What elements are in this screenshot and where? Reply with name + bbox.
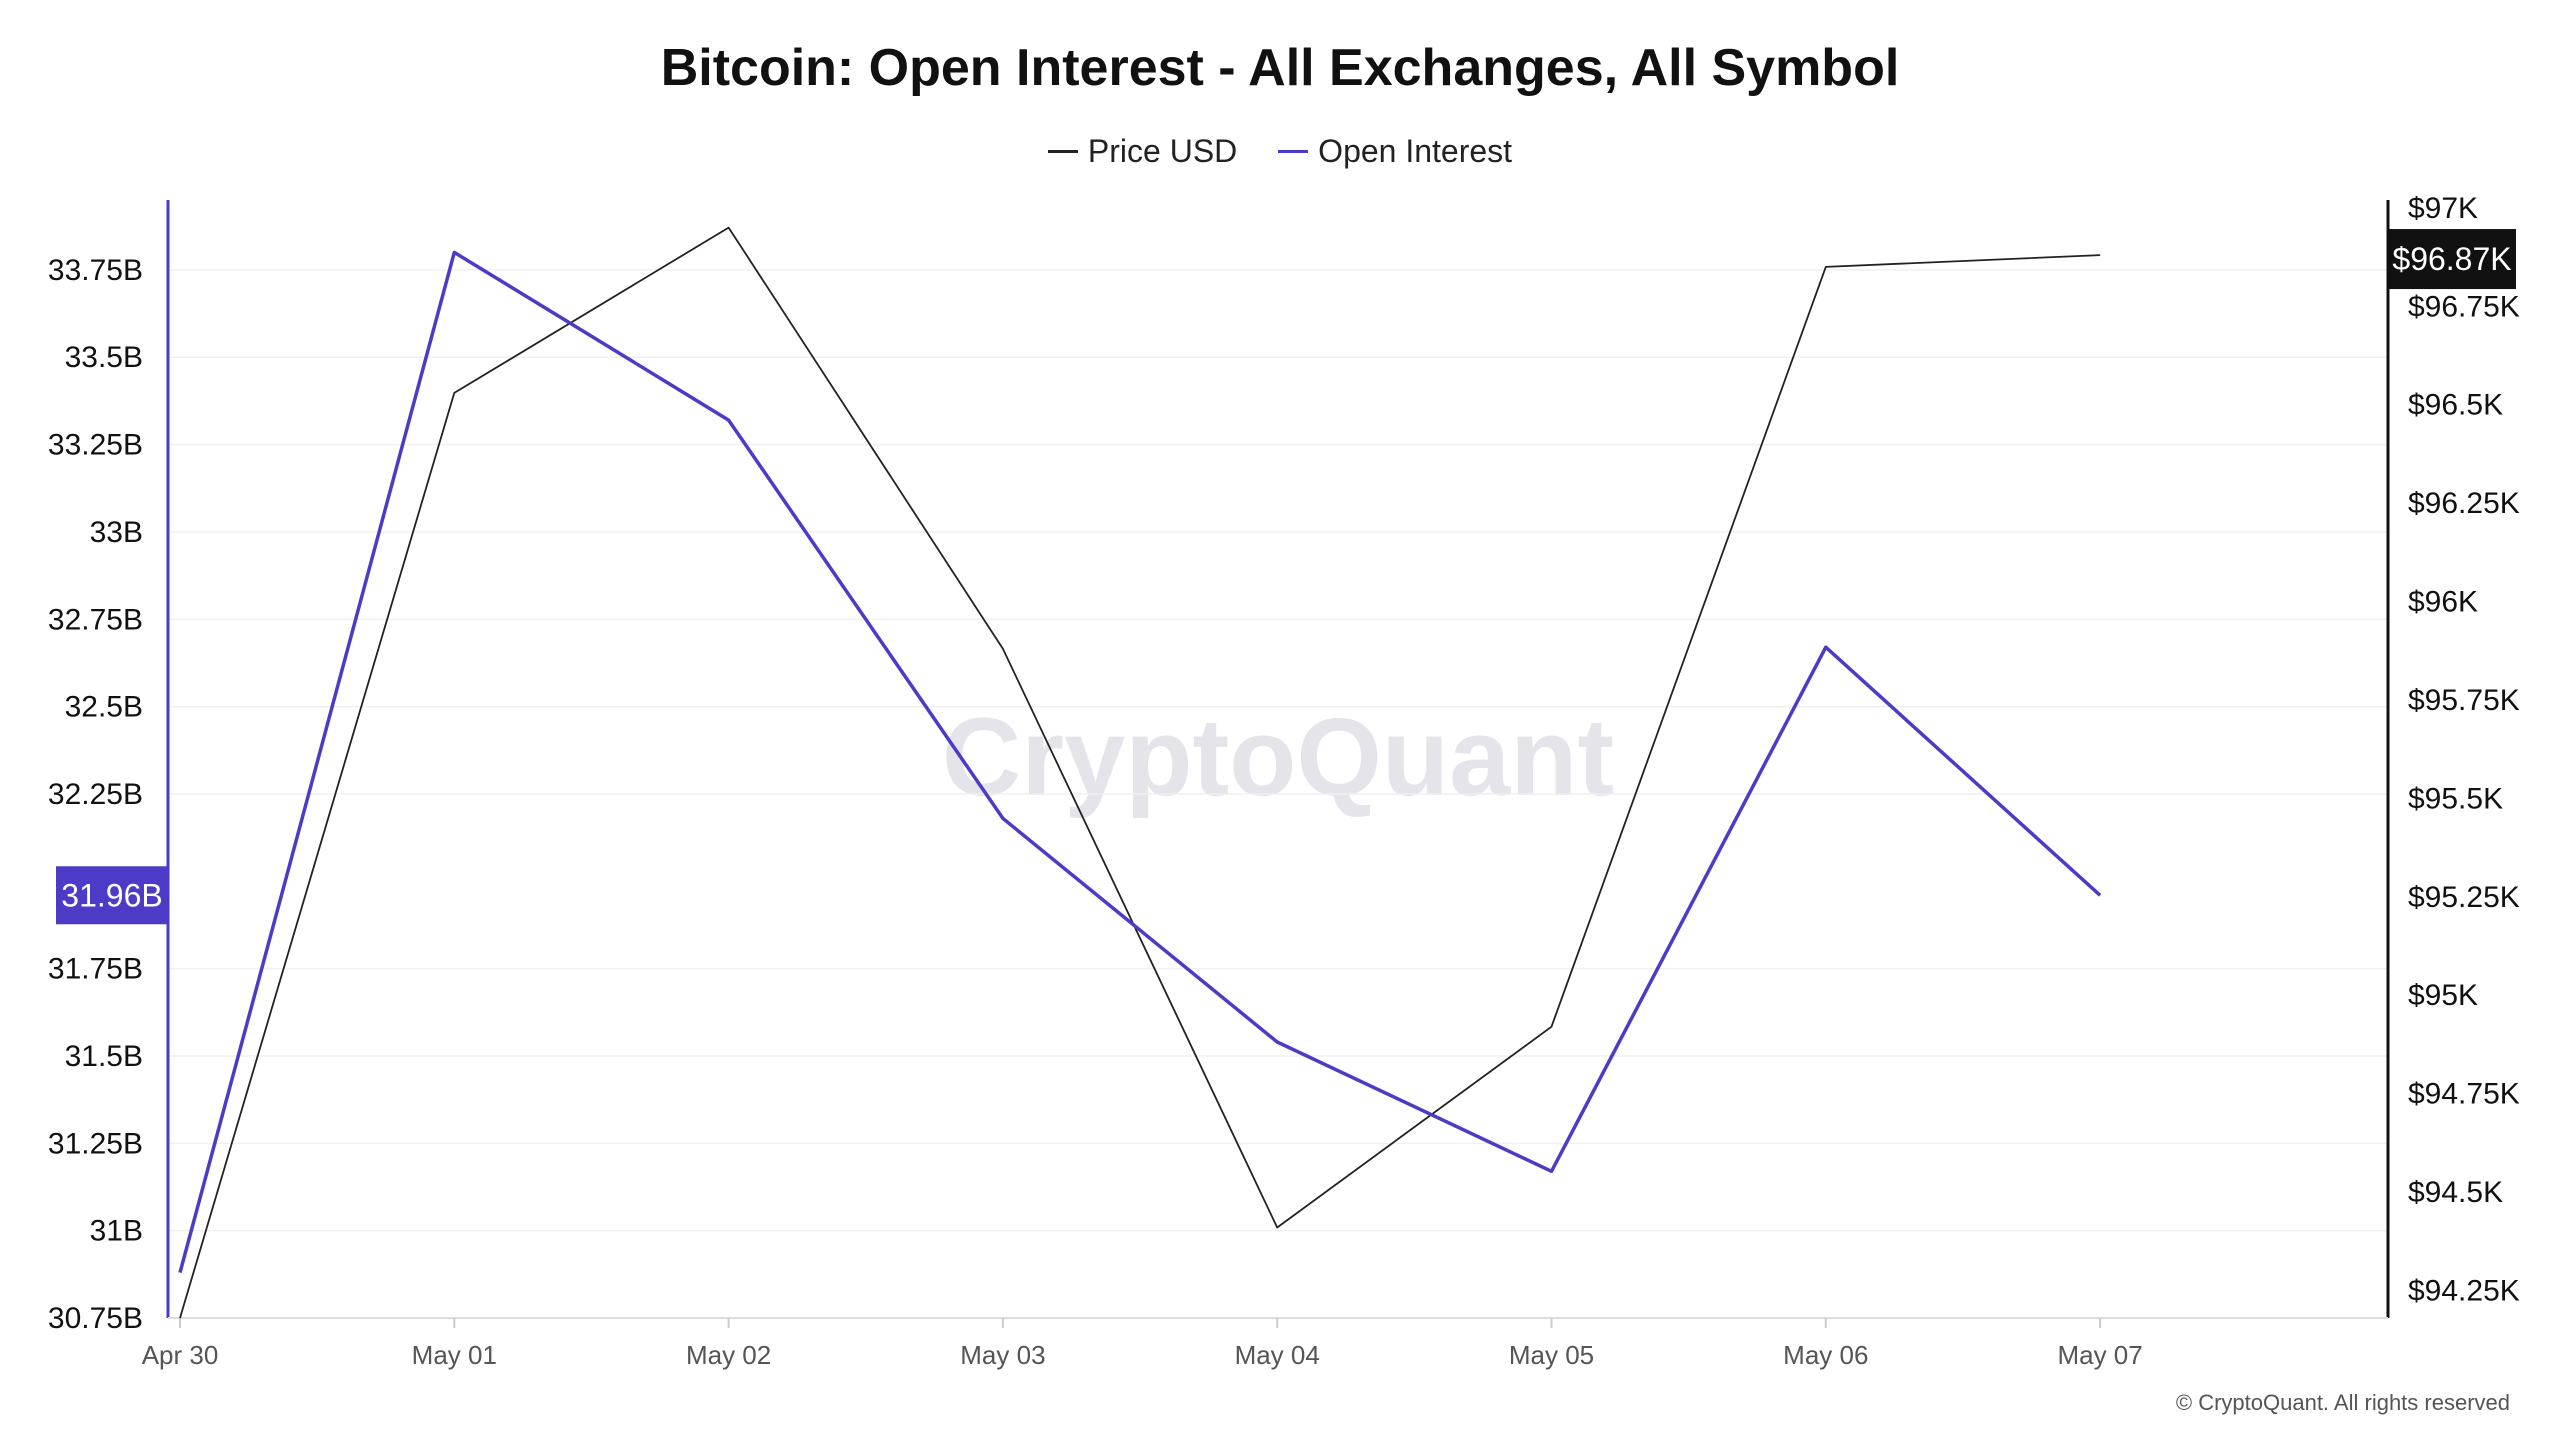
left-tick-label: 32.75B	[48, 603, 143, 636]
right-tick-label: $96.75K	[2408, 290, 2520, 323]
chart-legend: Price USD Open Interest	[0, 124, 2560, 170]
right-axis-ticks: $94.25K $94.5K $94.75K $95K $95.25K $95.5K $95…	[2408, 192, 2520, 1308]
x-tick-label: May 07	[2057, 1340, 2142, 1370]
x-tick-label: May 03	[960, 1340, 1045, 1370]
left-tick-label: 33B	[90, 516, 143, 549]
legend-label-open-interest: Open Interest	[1318, 133, 1513, 169]
legend-item-open-interest[interactable]: Open Interest	[1278, 133, 1512, 170]
x-tick-label: May 04	[1235, 1340, 1320, 1370]
x-tick-label: Apr 30	[142, 1340, 219, 1370]
left-tick-label: 33.5B	[65, 341, 143, 374]
left-axis-ticks: 30.75B 31B 31.25B 31.5B 31.75B 32.25B 32.5B 32.…	[48, 254, 143, 1335]
left-tick-label: 33.25B	[48, 429, 143, 462]
left-tick-label: 31.25B	[48, 1127, 143, 1160]
right-tick-label: $97K	[2408, 192, 2478, 225]
right-tick-label: $94.5K	[2408, 1176, 2503, 1209]
left-tick-label: 30.75B	[48, 1302, 143, 1335]
left-tick-label: 32.25B	[48, 778, 143, 811]
x-tick-label: May 06	[1783, 1340, 1868, 1370]
left-tick-label: 33.75B	[48, 254, 143, 287]
legend-label-price: Price USD	[1087, 133, 1238, 169]
x-tick-label: May 01	[412, 1340, 497, 1370]
value-badges: 31.96B $96.87K	[56, 229, 2516, 925]
right-tick-label: $95.75K	[2408, 684, 2520, 717]
grid-lines	[168, 269, 2388, 1319]
series-lines	[178, 226, 2102, 1319]
badge-open-interest-bg	[56, 866, 168, 925]
watermark-text: CryptoQuant	[942, 696, 1614, 819]
right-tick-label: $96K	[2408, 586, 2478, 619]
right-tick-label: $95.5K	[2408, 782, 2503, 815]
series-line-price	[179, 226, 2101, 1319]
left-tick-label: 32.5B	[65, 691, 143, 724]
chart-title: Bitcoin: Open Interest - All Exchanges, …	[660, 39, 1900, 97]
right-tick-label: $96.25K	[2408, 487, 2520, 520]
legend-item-price[interactable]: Price USD	[1047, 133, 1238, 170]
left-tick-label: 31.75B	[48, 953, 143, 986]
legend-swatch-open-interest	[1278, 150, 1309, 153]
series-line-open-interest	[178, 250, 2102, 1274]
legend-swatch-price	[1047, 150, 1078, 153]
right-tick-label: $95K	[2408, 979, 2478, 1012]
badge-open-interest-label: 31.96B	[61, 877, 162, 913]
right-tick-label: $94.25K	[2408, 1274, 2520, 1307]
right-tick-label: $95.25K	[2408, 881, 2520, 914]
right-tick-label: $94.75K	[2408, 1078, 2520, 1111]
badge-price-label: $96.87K	[2392, 241, 2511, 277]
left-tick-label: 31B	[90, 1215, 143, 1248]
badge-price-bg	[2388, 229, 2516, 290]
copyright-text: © CryptoQuant. All rights reserved	[2175, 1390, 2510, 1415]
right-tick-label: $96.5K	[2408, 389, 2503, 422]
x-tick-label: May 05	[1509, 1340, 1594, 1370]
x-tick-label: May 02	[686, 1340, 771, 1370]
x-axis-ticks: Apr 30 May 01 May 02 May 03 May 04 May 05 May …	[142, 1318, 2143, 1370]
left-tick-label: 31.5B	[65, 1040, 143, 1073]
